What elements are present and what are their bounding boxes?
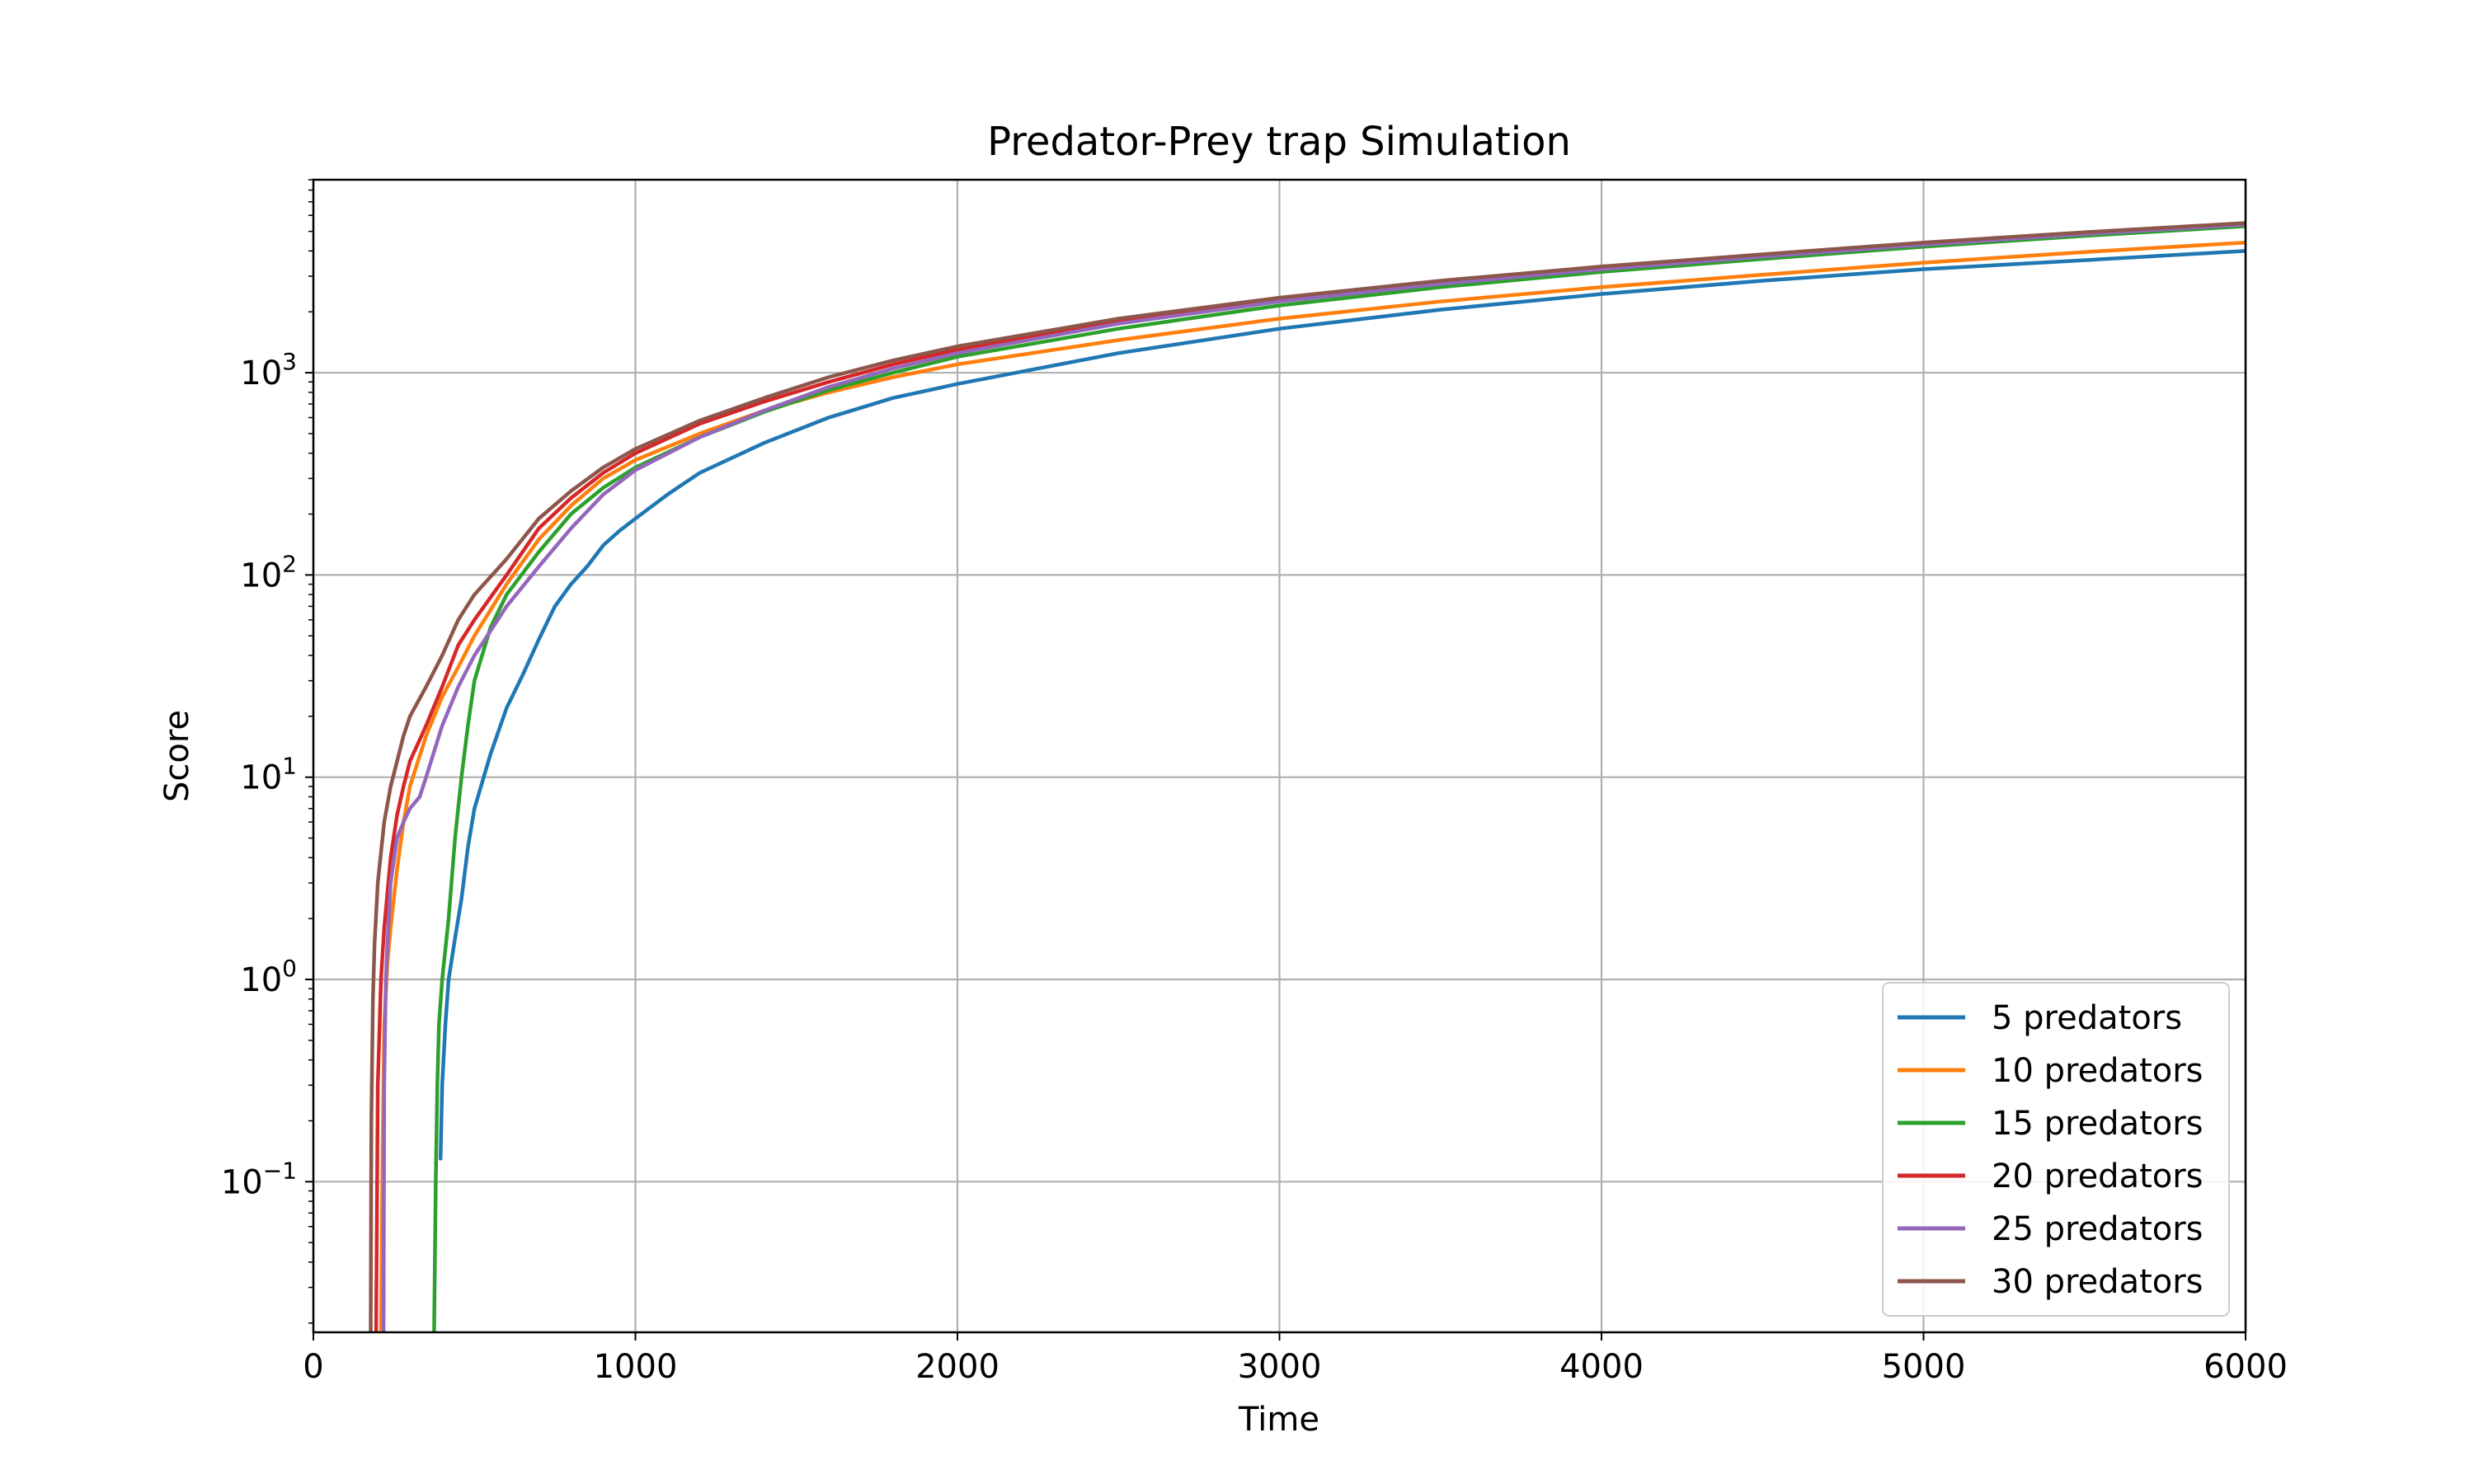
series-line-5: [369, 221, 2246, 1332]
x-tick-label: 3000: [1238, 1348, 1322, 1386]
ticks: 0 1000 2000 3000 4000 5000 6000 10−1 100 101 102 10…: [221, 179, 2288, 1386]
legend-label: 25 predators: [1992, 1210, 2204, 1248]
legend-label: 30 predators: [1992, 1263, 2204, 1301]
y-tick-label: 10−1: [221, 1157, 297, 1201]
series-line-2: [432, 224, 2246, 1332]
x-axis-label: Time: [1238, 1401, 1319, 1439]
x-tick-label: 6000: [2204, 1348, 2288, 1386]
x-tick-label: 4000: [1559, 1348, 1644, 1386]
legend: 5 predators 10 predators 15 predators 20 pr…: [1882, 982, 2230, 1317]
y-tick-label: 102: [240, 550, 297, 594]
legend-label: 15 predators: [1992, 1105, 2204, 1143]
legend-label: 10 predators: [1992, 1052, 2204, 1090]
legend-label: 5 predators: [1992, 999, 2182, 1037]
x-tick-label: 2000: [915, 1348, 999, 1386]
y-tick-label: 100: [240, 955, 297, 999]
chart-title: Predator-Prey trap Simulation: [987, 119, 1571, 165]
y-axis-label: Score: [158, 710, 196, 802]
x-tick-label: 5000: [1882, 1348, 1966, 1386]
grid: [312, 180, 2247, 1332]
y-tick-label: 101: [240, 753, 297, 797]
x-tick-label: 1000: [594, 1348, 678, 1386]
x-tick-label: 0: [303, 1348, 323, 1386]
legend-box: [1882, 982, 2230, 1317]
legend-label: 20 predators: [1992, 1158, 2204, 1195]
series-layer: [369, 221, 2246, 1332]
series-line-4: [381, 223, 2246, 1332]
series-line-1: [379, 240, 2246, 1332]
series-line-0: [438, 249, 2246, 1161]
y-tick-label: 103: [240, 348, 297, 392]
